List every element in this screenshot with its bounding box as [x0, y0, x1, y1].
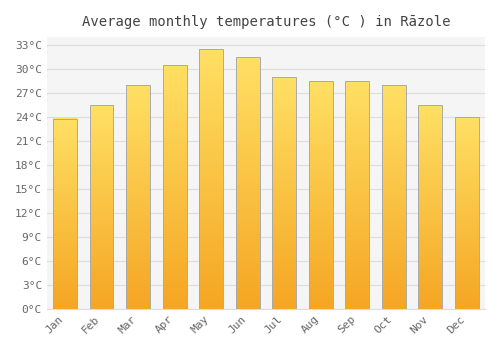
- Bar: [54, 119, 77, 309]
- Bar: [272, 77, 296, 309]
- Bar: [90, 105, 114, 309]
- Bar: [346, 81, 369, 309]
- Bar: [418, 105, 442, 309]
- Bar: [309, 81, 332, 309]
- Bar: [126, 85, 150, 309]
- Bar: [236, 57, 260, 309]
- Bar: [455, 117, 478, 309]
- Bar: [382, 85, 406, 309]
- Title: Average monthly temperatures (°C ) in Rāzole: Average monthly temperatures (°C ) in Rā…: [82, 15, 450, 29]
- Bar: [200, 49, 223, 309]
- Bar: [163, 65, 186, 309]
